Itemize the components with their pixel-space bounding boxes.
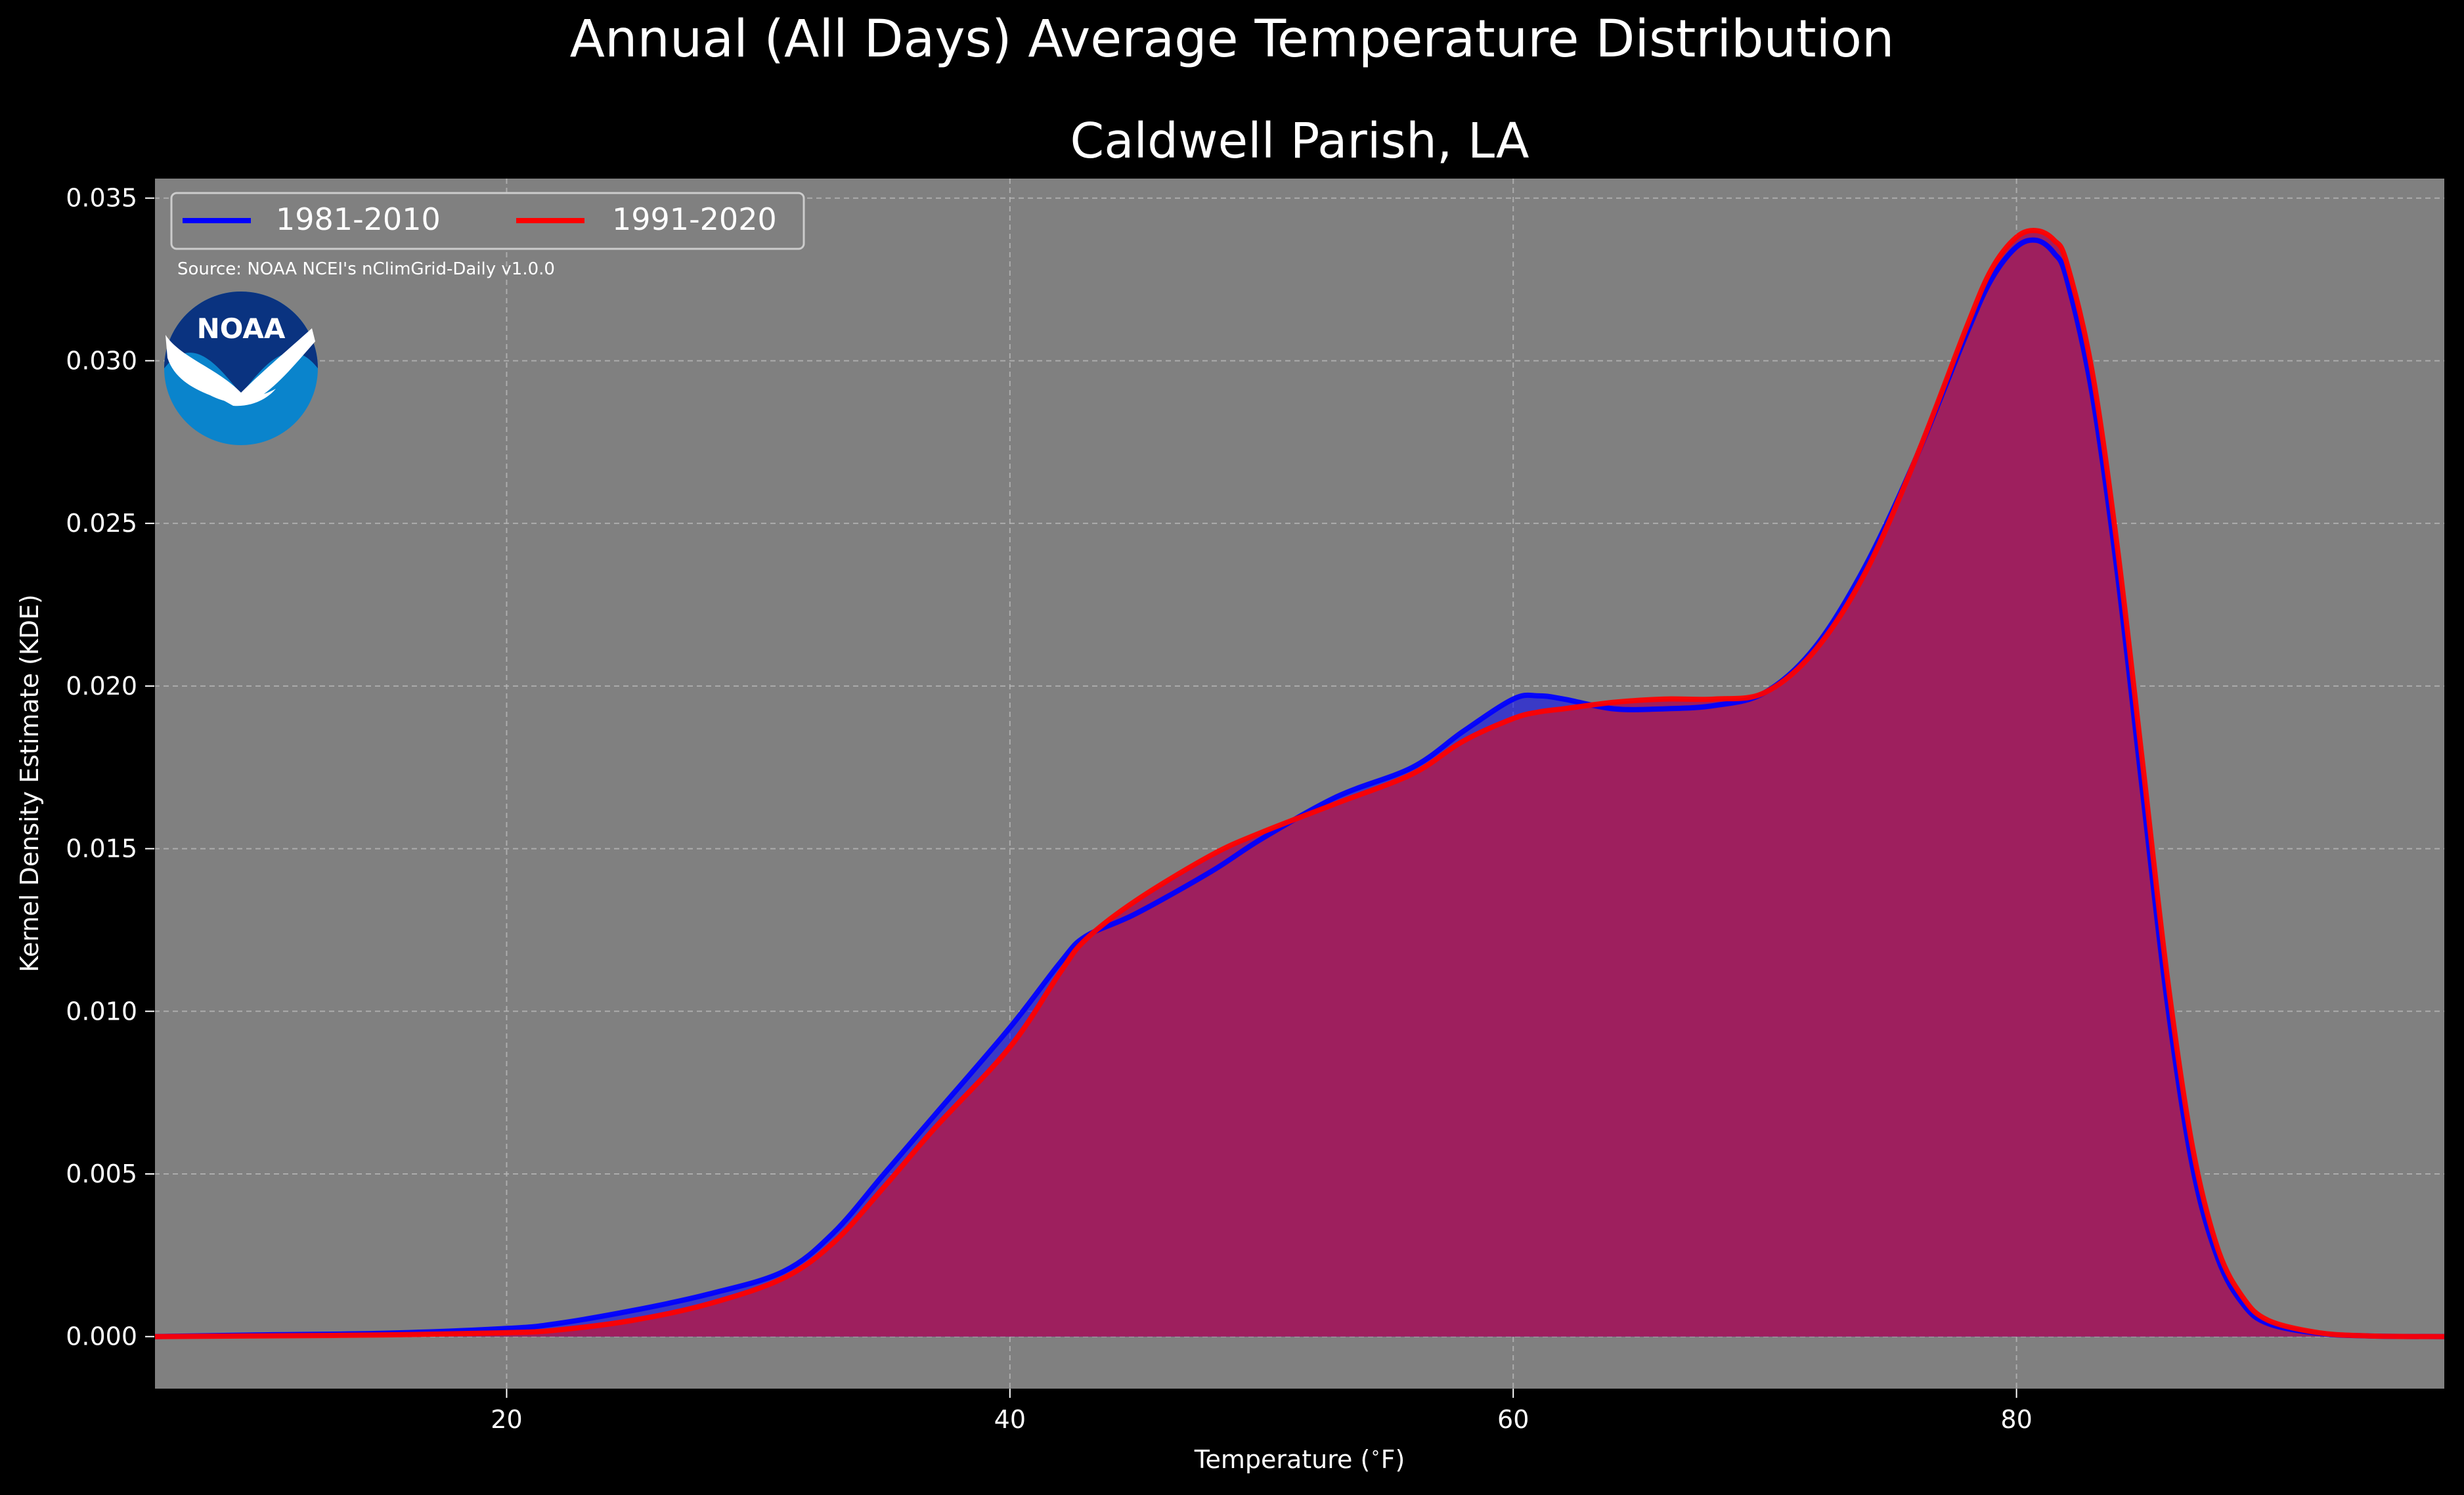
x-axis-label: Temperature (∘F) xyxy=(1194,1443,1405,1474)
x-tick-label-2: 60 xyxy=(1497,1405,1529,1434)
legend-label-1981-2010: 1981-2010 xyxy=(276,202,441,237)
y-tick-label-0: 0.000 xyxy=(66,1322,137,1351)
source-note: Source: NOAA NCEI's nClimGrid-Daily v1.0… xyxy=(177,259,555,279)
y-tick-label-6: 0.030 xyxy=(66,346,137,375)
y-tick-label-2: 0.010 xyxy=(66,997,137,1026)
noaa-logo: NOAA xyxy=(164,292,318,445)
noaa-logo-gull-tail xyxy=(217,389,276,406)
noaa-logo-gull-wing xyxy=(165,328,315,403)
x-axis: 20 40 60 80 xyxy=(491,1389,2033,1434)
y-tick-label-7: 0.035 xyxy=(66,184,137,213)
x-tick-label-0: 20 xyxy=(491,1405,522,1434)
noaa-logo-upper-half xyxy=(164,292,318,394)
x-tick-label-3: 80 xyxy=(2000,1405,2032,1434)
degree-symbol: ∘ xyxy=(1370,1443,1380,1463)
y-tick-label-3: 0.015 xyxy=(66,834,137,863)
y-tick-label-1: 0.005 xyxy=(66,1159,137,1188)
x-tick-label-1: 40 xyxy=(994,1405,1026,1434)
legend-box xyxy=(170,192,805,250)
series-fills xyxy=(154,230,2444,1337)
y-axis: 0.000 0.005 0.010 0.015 0.020 0.025 0.030 0.035 xyxy=(66,184,154,1351)
series-line-1981-2010 xyxy=(154,237,2445,1339)
figure-suptitle: Annual (All Days) Average Temperature Di… xyxy=(570,10,1895,69)
chart-title: Caldwell Parish, LA xyxy=(1070,113,1529,169)
legend: 1981-2010 1991-2020 xyxy=(170,192,805,250)
y-tick-label-4: 0.020 xyxy=(66,672,137,701)
noaa-logo-text: NOAA xyxy=(197,313,286,345)
series-line-1991-2020 xyxy=(154,228,2445,1339)
legend-label-1991-2020: 1991-2020 xyxy=(612,202,777,237)
series-lines xyxy=(154,228,2445,1339)
series-fill-1991-2020 xyxy=(154,230,2444,1337)
y-tick-label-5: 0.025 xyxy=(66,509,137,538)
y-axis-label: Kernel Density Estimate (KDE) xyxy=(15,594,44,972)
